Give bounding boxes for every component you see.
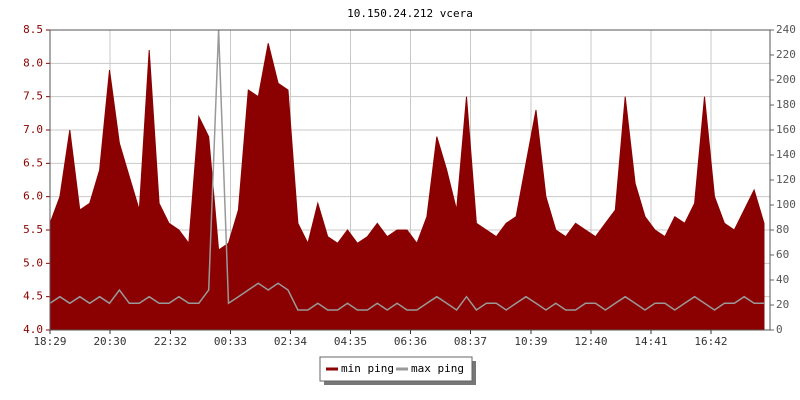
legend-label: min ping: [341, 362, 394, 375]
x-tick-label: 12:40: [574, 335, 607, 348]
y-tick-label: 7.5: [23, 90, 43, 103]
plot-frame: [49, 29, 771, 331]
y2-tick-label: 0: [776, 323, 783, 336]
y2-tick-label: 240: [776, 23, 796, 36]
y-tick-label: 4.0: [23, 323, 43, 336]
x-tick-label: 14:41: [634, 335, 667, 348]
y-tick-label: 5.0: [23, 256, 43, 269]
area: [49, 43, 765, 331]
y2-tick-label: 80: [776, 223, 789, 236]
y2-tick-label: 140: [776, 148, 796, 161]
x-tick-label: 06:36: [394, 335, 427, 348]
y-tick-label: 6.5: [23, 156, 43, 169]
y2-tick-label: 20: [776, 298, 789, 311]
y-tick-label: 8.5: [23, 23, 43, 36]
y2-tick-label: 120: [776, 173, 796, 186]
x-tick-label: 16:42: [694, 335, 727, 348]
x-tick-label: 02:34: [274, 335, 307, 348]
legend-label: max ping: [411, 362, 464, 375]
y-tick-label: 4.5: [23, 290, 43, 303]
x-tick-label: 10:39: [514, 335, 547, 348]
legend-box: [319, 356, 473, 382]
y-tick-label: 8.0: [23, 56, 43, 69]
y2-tick-label: 60: [776, 248, 789, 261]
y-tick-label: 6.0: [23, 190, 43, 203]
y-tick-label: 5.5: [23, 223, 43, 236]
x-tick-label: 18:29: [33, 335, 66, 348]
y2-tick-label: 100: [776, 198, 796, 211]
x-tick-label: 04:35: [334, 335, 367, 348]
y2-tick-label: 220: [776, 48, 796, 61]
y2-tick-label: 40: [776, 273, 789, 286]
x-tick-label: 20:30: [93, 335, 126, 348]
y-tick-label: 7.0: [23, 123, 43, 136]
y2-tick-label: 200: [776, 73, 796, 86]
y2-tick-label: 180: [776, 98, 796, 111]
x-tick-label: 22:32: [154, 335, 187, 348]
chart-title: 10.150.24.212 vcera: [347, 7, 473, 20]
x-tick-label: 08:37: [454, 335, 487, 348]
x-tick-label: 00:33: [214, 335, 247, 348]
y2-tick-label: 160: [776, 123, 796, 136]
line: [49, 29, 764, 312]
